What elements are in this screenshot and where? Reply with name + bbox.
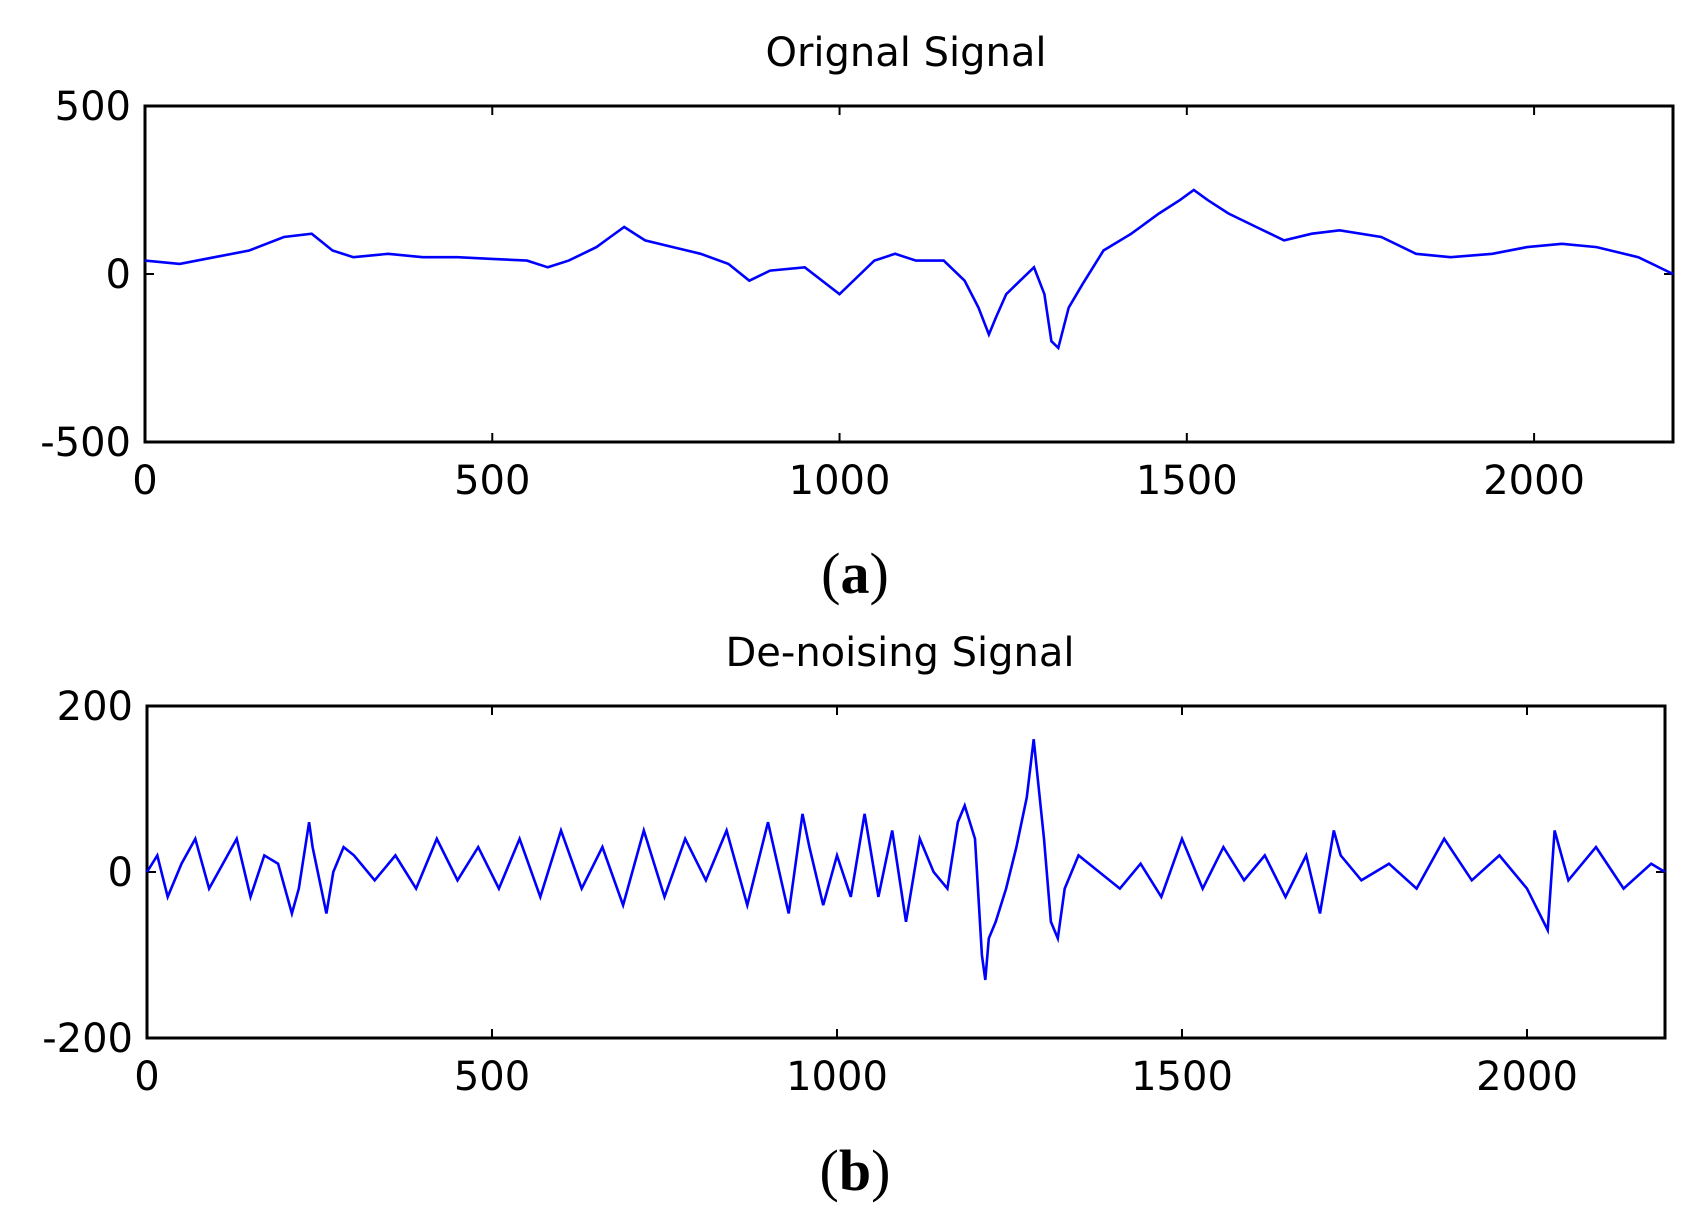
x-tick-label-b: 500 xyxy=(454,1054,530,1100)
chart-title-a: Orignal Signal xyxy=(766,30,1047,76)
series-b xyxy=(145,739,1666,981)
series-a xyxy=(144,188,1674,351)
y-tick-label-b: -200 xyxy=(42,1016,133,1062)
y-tick-label-b: 0 xyxy=(108,850,133,896)
x-tick-label-a: 1000 xyxy=(789,458,891,504)
axes-box-b xyxy=(145,704,1667,1040)
signal-line-b xyxy=(145,739,1666,981)
chart-title-b: De-noising Signal xyxy=(725,630,1074,676)
panel-b: De-noising Signal 0 500 1000 1500 20002000-2… xyxy=(42,630,1667,1203)
x-tick-label-a: 0 xyxy=(132,458,157,504)
x-tick-label-b: 1500 xyxy=(1131,1054,1233,1100)
x-tick-label-b: 1000 xyxy=(786,1054,888,1100)
x-tick-label-b: 0 xyxy=(134,1054,159,1100)
panel-a: Orignal Signal 0 500 1000 1500 20005000-500 … xyxy=(40,30,1675,606)
x-tick-label-a: 500 xyxy=(454,458,530,504)
panel-label-b: (b) xyxy=(820,1138,891,1203)
x-tick-label-a: 1500 xyxy=(1136,458,1238,504)
y-tick-label-a: 0 xyxy=(106,252,131,298)
axes-box-a xyxy=(143,104,1675,444)
panel-label-a: (a) xyxy=(821,541,889,606)
signal-line-a xyxy=(144,188,1674,351)
x-tick-label-b: 2000 xyxy=(1476,1054,1578,1100)
y-tick-label-a: 500 xyxy=(55,84,131,130)
y-tick-label-a: -500 xyxy=(40,420,131,466)
x-tick-label-a: 2000 xyxy=(1483,458,1585,504)
y-tick-label-b: 200 xyxy=(57,684,133,730)
